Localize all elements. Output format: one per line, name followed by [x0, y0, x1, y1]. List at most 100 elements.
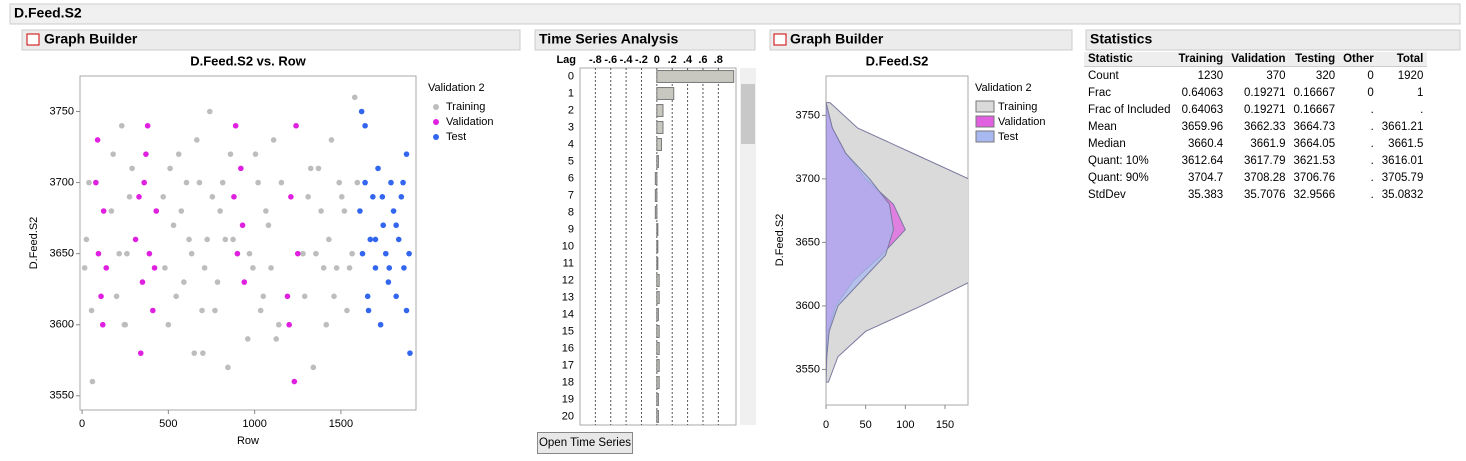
point [377, 321, 384, 328]
table-cell: . [1370, 188, 1374, 201]
acf-bar [656, 308, 659, 321]
panel-header [769, 29, 1073, 51]
density-area [826, 102, 894, 383]
x-tick-label: 150 [936, 419, 954, 431]
table-row: Frac 0.64063 0.19271 0.16667 0 1 [1084, 84, 1427, 101]
point [344, 307, 350, 314]
lag-label: 11 [563, 257, 574, 269]
point [357, 208, 363, 214]
acf-bar [656, 274, 660, 287]
legend-label: Validation [998, 116, 1046, 128]
point [136, 194, 142, 200]
acf-bar [656, 376, 660, 389]
point [403, 151, 410, 157]
point [231, 194, 237, 200]
lag-label: 19 [562, 393, 574, 405]
acf-bar [654, 206, 658, 219]
point [338, 194, 345, 200]
lag-label: 9 [568, 223, 574, 235]
table-cell: Frac of Included [1088, 103, 1171, 116]
point [291, 378, 298, 385]
chart-title: D.Feed.S2 vs. Row [190, 53, 306, 68]
point [160, 194, 166, 200]
point [186, 236, 192, 243]
point [99, 321, 106, 328]
point [132, 236, 139, 243]
lag-label: 1 [568, 87, 574, 99]
table-cell: 3659.96 [1181, 120, 1224, 133]
point [88, 307, 95, 314]
point [386, 265, 393, 271]
scrollbar[interactable] [740, 68, 756, 425]
point [382, 250, 389, 257]
point [393, 222, 399, 229]
acf-bar [656, 393, 659, 406]
point [204, 236, 210, 243]
table-cell: 320 [1315, 69, 1336, 82]
point [403, 307, 410, 314]
point [86, 179, 92, 186]
point [401, 265, 407, 271]
point [83, 236, 90, 243]
table-cell: 3612.64 [1181, 154, 1224, 167]
table-row: Count 1230 370 320 0 1920 [1084, 67, 1427, 85]
point [278, 179, 285, 186]
point [151, 265, 158, 271]
x-tick-label: -.6 [604, 54, 617, 66]
point [167, 165, 173, 172]
x-tick-label: .4 [683, 54, 693, 66]
panel-header [1085, 29, 1461, 51]
point [372, 265, 379, 271]
axis-header: Lag [556, 54, 576, 66]
acf-bar [656, 155, 659, 168]
point [407, 350, 413, 356]
legend-marker [433, 104, 439, 110]
table-cell: Mean [1088, 120, 1117, 133]
legend-label: Training [998, 101, 1037, 113]
table-row: Frac of Included 0.64063 0.19271 0.16667.. [1084, 101, 1427, 118]
y-axis-label: D.Feed.S2 [28, 217, 40, 270]
point [318, 208, 324, 214]
point [113, 293, 120, 300]
scrollbar-thumb[interactable] [741, 84, 755, 144]
table-cell: 32.9566 [1293, 188, 1336, 201]
point [98, 293, 104, 300]
point [351, 94, 358, 101]
point [315, 165, 322, 172]
table-cell: 3661.5 [1388, 137, 1424, 150]
legend-swatch [975, 100, 995, 113]
point [94, 137, 101, 143]
point [331, 293, 337, 300]
point [265, 222, 272, 229]
acf-bar [656, 70, 735, 83]
table-cell: 1920 [1397, 69, 1424, 82]
table-cell: 3661.9 [1250, 137, 1286, 150]
table-row: Quant: 10% 3612.64 3617.79 3621.53. 3616.01 [1084, 152, 1427, 169]
point [212, 307, 218, 314]
y-tick-label: 3750 [50, 105, 74, 117]
point [108, 208, 115, 214]
x-tick-label: .8 [714, 54, 723, 66]
open-time-series-button[interactable]: Open Time Series [537, 432, 633, 454]
legend-title: Validation 2 [428, 82, 485, 94]
point [153, 208, 160, 214]
table-cell: 0.16667 [1293, 103, 1336, 116]
point [206, 108, 213, 115]
y-tick-label: 3700 [50, 177, 74, 189]
density-areas [826, 102, 968, 383]
point [225, 364, 231, 371]
point [129, 165, 135, 172]
point [188, 250, 195, 257]
point [349, 250, 355, 257]
lag-label: 16 [562, 342, 574, 354]
panel-title: Statistics [1090, 31, 1152, 47]
point [181, 279, 187, 285]
lag-label: 10 [562, 240, 574, 252]
red-triangle[interactable] [26, 33, 40, 46]
point [89, 378, 96, 385]
lag-label: 17 [562, 359, 574, 371]
table-cell: . [1370, 154, 1374, 167]
table-cell: 3706.76 [1293, 171, 1336, 184]
red-triangle[interactable] [773, 33, 787, 46]
point [194, 137, 200, 143]
